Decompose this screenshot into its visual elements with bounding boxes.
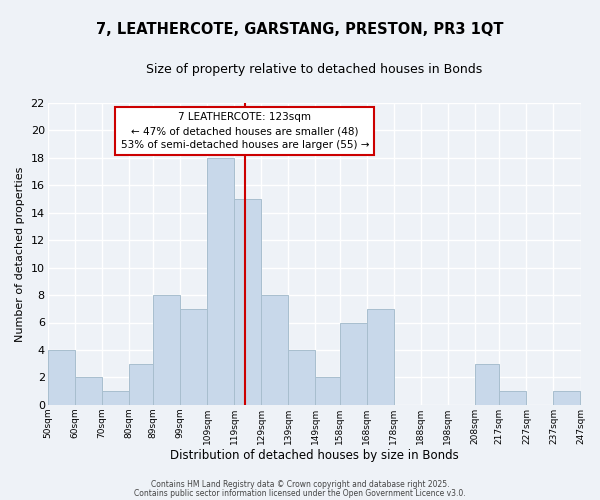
Bar	[74, 378, 101, 405]
Bar	[234, 199, 261, 405]
Bar	[316, 378, 340, 405]
Bar	[180, 309, 207, 405]
Bar	[207, 158, 234, 405]
Y-axis label: Number of detached properties: Number of detached properties	[15, 166, 25, 342]
Text: Contains HM Land Registry data © Crown copyright and database right 2025.: Contains HM Land Registry data © Crown c…	[151, 480, 449, 489]
Bar	[499, 391, 526, 405]
Text: 7, LEATHERCOTE, GARSTANG, PRESTON, PR3 1QT: 7, LEATHERCOTE, GARSTANG, PRESTON, PR3 1…	[96, 22, 504, 38]
Text: Contains public sector information licensed under the Open Government Licence v3: Contains public sector information licen…	[134, 488, 466, 498]
Bar	[153, 295, 180, 405]
Title: Size of property relative to detached houses in Bonds: Size of property relative to detached ho…	[146, 62, 482, 76]
X-axis label: Distribution of detached houses by size in Bonds: Distribution of detached houses by size …	[170, 450, 458, 462]
Bar	[367, 309, 394, 405]
Bar	[289, 350, 316, 405]
Text: 7 LEATHERCOTE: 123sqm
← 47% of detached houses are smaller (48)
53% of semi-deta: 7 LEATHERCOTE: 123sqm ← 47% of detached …	[121, 112, 369, 150]
Bar	[340, 322, 367, 405]
Bar	[129, 364, 153, 405]
Bar	[101, 391, 129, 405]
Bar	[475, 364, 499, 405]
Bar	[261, 295, 289, 405]
Bar	[553, 391, 580, 405]
Bar	[47, 350, 74, 405]
